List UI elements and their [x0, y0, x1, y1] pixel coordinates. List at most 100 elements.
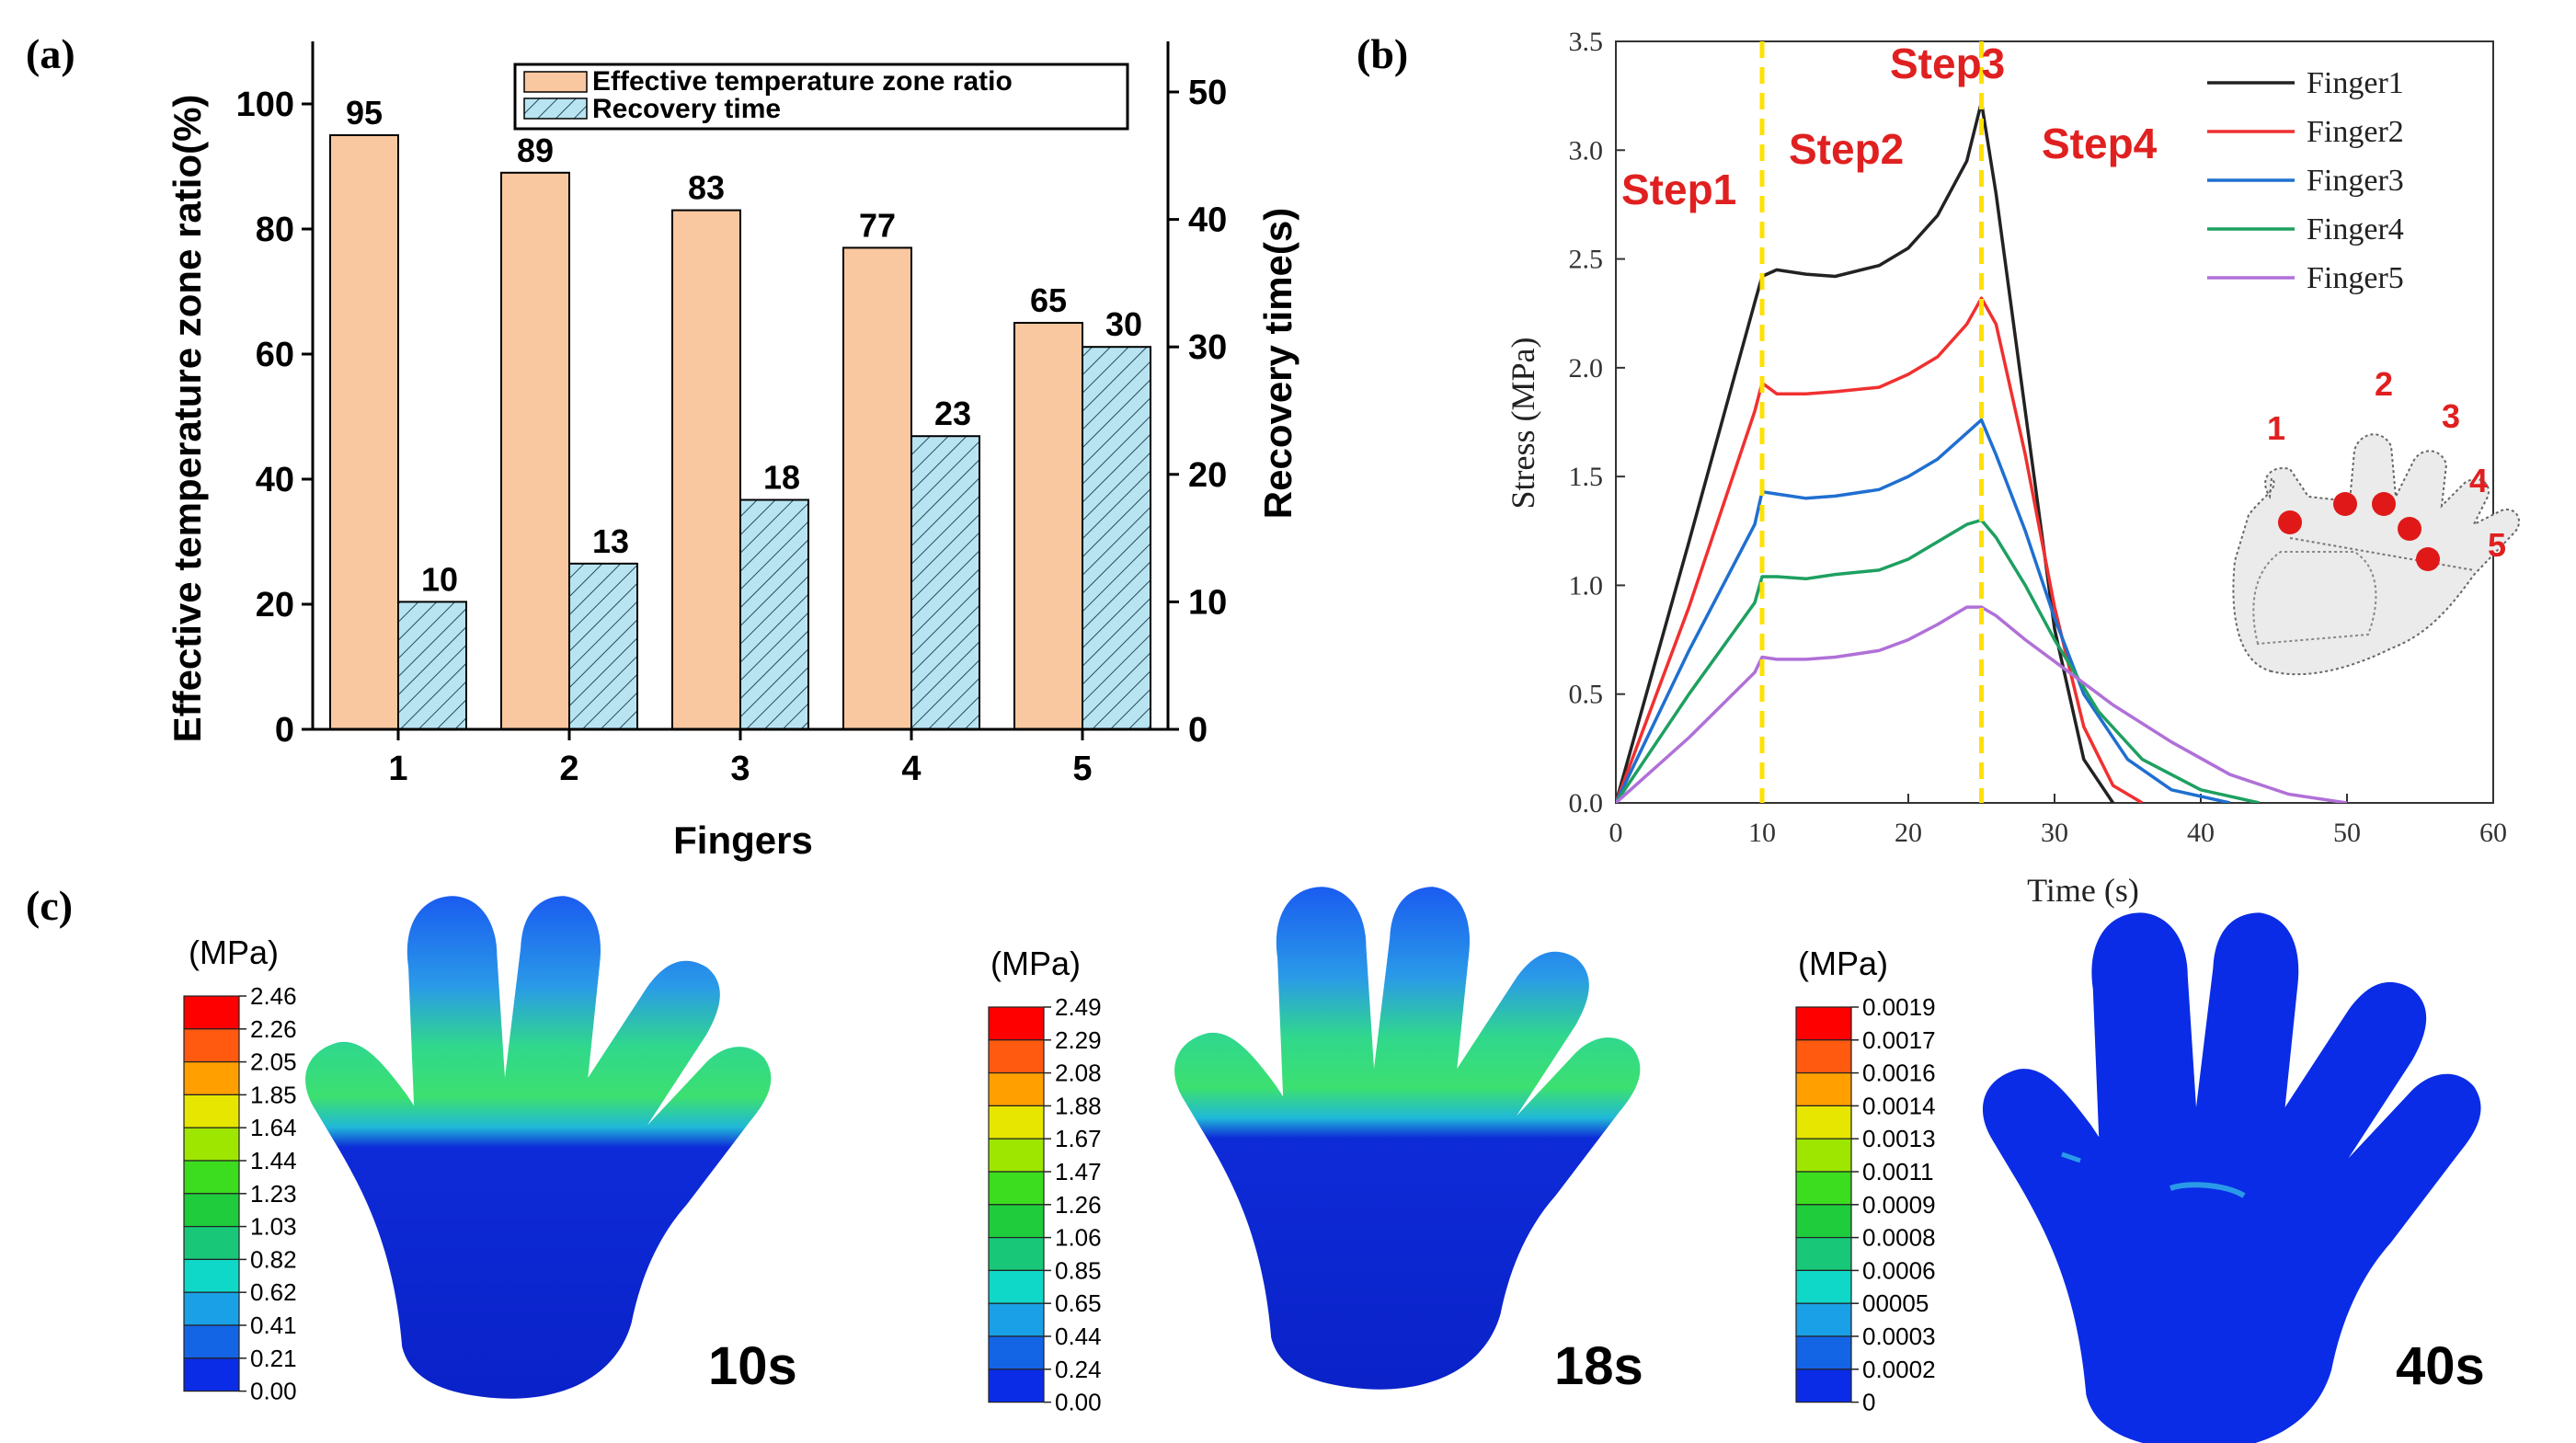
- y-tick-label-right: 10: [1188, 583, 1227, 622]
- legend: Effective temperature zone ratio Recover…: [513, 63, 1129, 131]
- legend-box: [513, 63, 1129, 131]
- line-chart: 0 10 20 30 40 50 60 0.0 0.5 1.0 1.5 2.0 2.5 3.0 3.5 Ti…: [1505, 27, 2520, 909]
- colorbar-tick-label: 2.08: [1055, 1059, 1102, 1087]
- x-tick-label: 2: [559, 750, 578, 788]
- series-line-finger5: [1616, 605, 2348, 803]
- colorbar-tick-label: 00005: [1862, 1289, 1929, 1317]
- colorbar-segment: [183, 1160, 240, 1195]
- colorbar-unit-10s: (MPa): [189, 933, 279, 971]
- sensor-dot-2: [2333, 492, 2357, 516]
- colorbar-segment: [1795, 1302, 1852, 1337]
- y-tick-label-left: 0: [275, 711, 294, 750]
- colorbar-tick-label: 0.00: [250, 1378, 297, 1405]
- colorbar-segment: [183, 1060, 240, 1095]
- colorbar-18s: 2.49 2.29 2.08 1.88 1.67 1.47 1.26 1.06 0.85 0.65…: [988, 993, 1102, 1416]
- time-label-10s: 10s: [708, 1336, 797, 1396]
- colorbar-segment: [183, 1127, 240, 1162]
- bar-ratio: [329, 134, 399, 730]
- colorbar-unit-18s: (MPa): [990, 945, 1081, 982]
- colorbar-tick-label: 2.29: [1055, 1026, 1102, 1054]
- colorbar-segment: [183, 1258, 240, 1293]
- data-label-ratio: 95: [346, 94, 383, 132]
- x-tick-label: 5: [1072, 750, 1092, 788]
- y-axis-label: Stress (MPa): [1505, 338, 1541, 510]
- data-label-ratio: 83: [688, 169, 725, 207]
- hand-outline: [2232, 433, 2520, 676]
- colorbar-tick-label: 0.00: [1055, 1389, 1102, 1416]
- sensor-dot-4: [2398, 517, 2421, 541]
- x-tick-label: 0: [1609, 818, 1623, 848]
- colorbar-tick-label: 0.0016: [1862, 1059, 1936, 1087]
- y-tick-label-right: 20: [1188, 456, 1227, 495]
- panel-label-c: (c): [26, 882, 73, 929]
- step-label-4: Step4: [2042, 120, 2158, 167]
- colorbar-segment: [1795, 1006, 1852, 1041]
- step-label-2: Step2: [1789, 125, 1904, 173]
- colorbar-segment: [1795, 1335, 1852, 1370]
- bar-recovery: [568, 562, 638, 730]
- colorbar-tick-label: 0.0017: [1862, 1026, 1936, 1054]
- colorbar-tick-label: 1.23: [250, 1180, 297, 1208]
- colorbar-tick-label: 2.46: [250, 982, 297, 1010]
- colorbar-tick-label: 0.62: [250, 1278, 297, 1306]
- contour-panels: 2.46 2.26 2.05 1.85 1.64 1.44 1.23 1.03 0.82 0.62…: [183, 887, 2485, 1443]
- colorbar-segment: [183, 1291, 240, 1326]
- colorbar-tick-label: 0.82: [250, 1245, 297, 1273]
- colorbar-segment: [1795, 1039, 1852, 1074]
- colorbar-segment: [988, 1204, 1045, 1239]
- x-axis-label: Time (s): [2027, 872, 2139, 909]
- data-label-recovery: 23: [934, 395, 971, 432]
- finger-number-3: 3: [2442, 397, 2460, 435]
- y-tick-label: 1.5: [1569, 462, 1604, 492]
- colorbar-segment: [1795, 1105, 1852, 1140]
- finger-number-5: 5: [2488, 526, 2506, 564]
- colorbar-tick-label: 2.26: [250, 1015, 297, 1043]
- colorbar-tick-label: 0.0014: [1862, 1092, 1936, 1119]
- colorbar-40s: 0.0019 0.0017 0.0016 0.0014 0.0013 0.0011 0.00…: [1795, 993, 1936, 1416]
- bar-ratio: [500, 171, 570, 731]
- data-label-ratio: 89: [517, 132, 554, 169]
- colorbar-segment: [183, 1225, 240, 1260]
- colorbar-segment: [183, 995, 240, 1030]
- colorbar-tick-label: 0.21: [250, 1345, 297, 1372]
- colorbar-tick-label: 1.44: [250, 1147, 297, 1174]
- colorbar-segment: [988, 1039, 1045, 1074]
- colorbar-tick-label: 1.88: [1055, 1092, 1102, 1119]
- colorbar-segment: [988, 1335, 1045, 1370]
- panel-label-b: (b): [1357, 30, 1408, 77]
- x-tick-label: 60: [2479, 818, 2507, 848]
- legend: Finger1 Finger2 Finger3 Finger4 Finger5: [2207, 66, 2404, 295]
- colorbar-segment: [988, 1302, 1045, 1337]
- step-boundaries: [1759, 41, 1984, 803]
- colorbar-segment: [988, 1171, 1045, 1206]
- x-tick-label: 4: [901, 750, 921, 788]
- colorbar-segment: [183, 1193, 240, 1228]
- bar-recovery: [1082, 346, 1151, 730]
- x-axis-label: Fingers: [673, 819, 813, 862]
- y-tick-label-right: 40: [1188, 201, 1227, 240]
- y-tick-label-right: 0: [1188, 711, 1208, 750]
- x-tick-label: 50: [2333, 818, 2361, 848]
- data-label-recovery: 10: [421, 560, 458, 598]
- colorbar-segment: [1795, 1138, 1852, 1173]
- colorbar-tick-label: 0.0019: [1862, 993, 1936, 1021]
- colorbar-segment: [1795, 1236, 1852, 1271]
- colorbar-tick-label: 0.85: [1055, 1256, 1102, 1284]
- colorbar-segment: [988, 1071, 1045, 1106]
- colorbar-tick-label: 0.0008: [1862, 1224, 1936, 1252]
- data-label-ratio: 65: [1030, 281, 1067, 319]
- finger-number-1: 1: [2267, 409, 2285, 447]
- bar-ratio: [1013, 322, 1083, 730]
- y-tick-label: 2.5: [1569, 245, 1604, 275]
- legend-label: Finger4: [2307, 212, 2404, 246]
- colorbar-segment: [1795, 1369, 1852, 1403]
- colorbar-tick-label: 0.41: [250, 1311, 297, 1339]
- y-tick-label-right: 50: [1188, 74, 1227, 112]
- legend-label: Finger2: [2307, 115, 2404, 149]
- y-axis-label-right: Recovery time(s): [1256, 208, 1299, 519]
- bar-recovery: [739, 498, 809, 731]
- colorbar-tick-label: 1.47: [1055, 1158, 1102, 1185]
